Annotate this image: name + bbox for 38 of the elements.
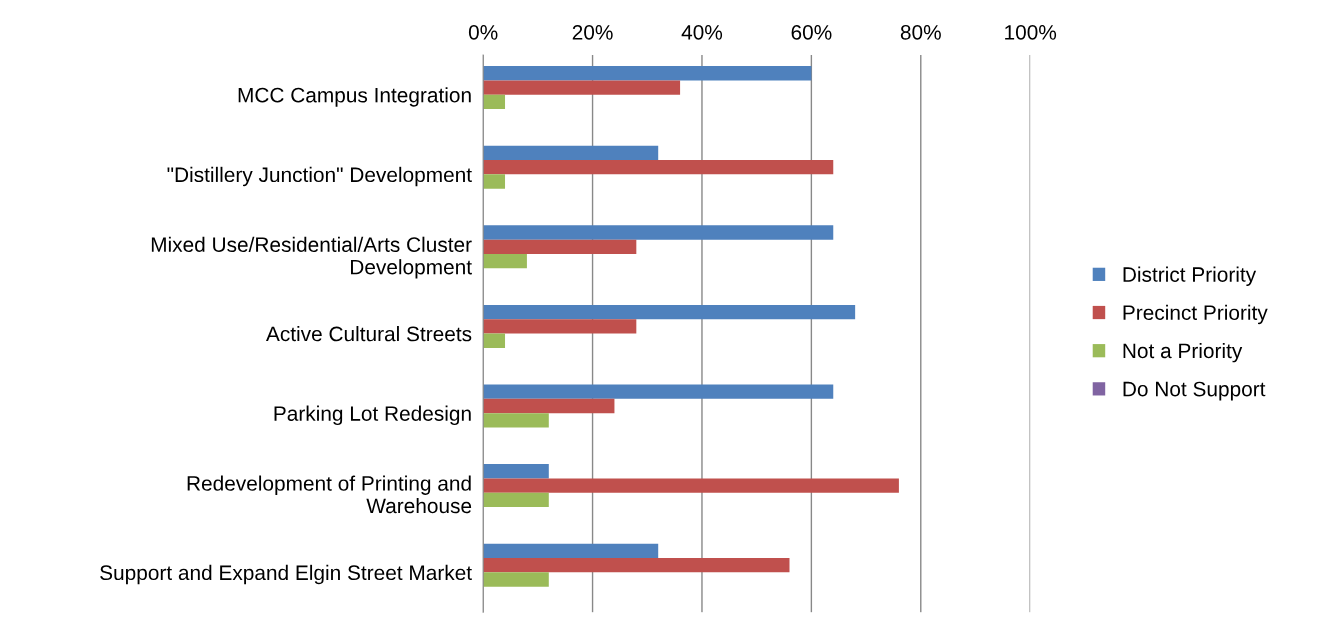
bar bbox=[483, 478, 899, 493]
bar bbox=[483, 384, 834, 399]
bar bbox=[483, 145, 659, 161]
x-tick-label: 20% bbox=[572, 24, 613, 40]
bar bbox=[483, 333, 506, 348]
bar bbox=[483, 572, 549, 587]
bar bbox=[483, 253, 527, 269]
x-tick-label: 0% bbox=[468, 24, 498, 40]
bar bbox=[483, 174, 506, 189]
bar bbox=[483, 492, 549, 508]
y-tick-label: "Distillery Junction" Development bbox=[167, 166, 472, 187]
legend-label: Do Not Support bbox=[1123, 381, 1266, 401]
bar bbox=[483, 319, 637, 334]
bar bbox=[483, 225, 834, 240]
bar bbox=[483, 304, 856, 320]
bar bbox=[483, 160, 834, 175]
legend-label: District Priority bbox=[1123, 266, 1257, 287]
x-tick-label: 40% bbox=[681, 24, 723, 40]
bar bbox=[483, 239, 637, 254]
y-tick-label: Parking Lot Redesign bbox=[274, 405, 471, 426]
y-tick-label: Mixed Use/Residential/Arts Cluster Development bbox=[151, 236, 472, 279]
x-tick-label: 100% bbox=[1005, 24, 1057, 40]
bar bbox=[483, 80, 681, 95]
legend-label: Precinct Priority bbox=[1123, 304, 1268, 325]
x-tick-label: 80% bbox=[900, 24, 941, 40]
bar bbox=[483, 398, 615, 414]
y-tick-label: Support and Expand Elgin Street Market bbox=[100, 564, 472, 585]
y-tick-label: MCC Campus Integration bbox=[238, 87, 471, 107]
y-tick-label: Redevelopment of Printing and Warehouse bbox=[187, 475, 472, 514]
y-tick-label: Active Cultural Streets bbox=[266, 326, 472, 342]
bar bbox=[483, 413, 549, 428]
bar bbox=[483, 558, 790, 573]
legend-label: Not a Priority bbox=[1123, 342, 1243, 363]
x-tick-label: 60% bbox=[791, 24, 832, 40]
bar bbox=[483, 543, 659, 559]
bar bbox=[483, 66, 812, 81]
bar bbox=[483, 94, 506, 110]
bar bbox=[483, 464, 549, 479]
